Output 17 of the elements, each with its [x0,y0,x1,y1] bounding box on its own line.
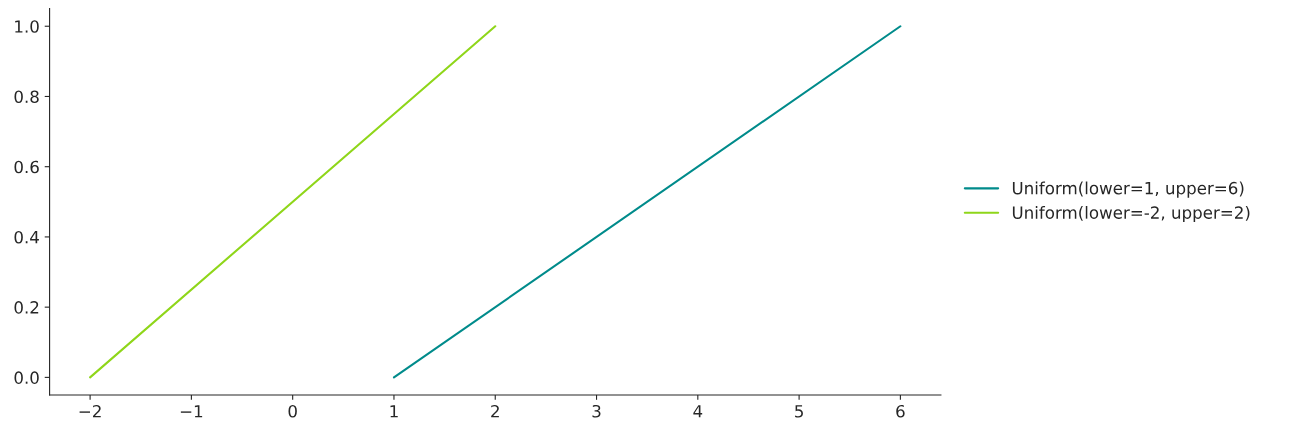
x-tick-label: 0 [288,404,297,418]
y-tick-label: 0.8 [14,90,39,104]
x-tick-label: −1 [180,405,203,418]
y-tick-label: 0.2 [14,301,39,314]
y-tick-label: 0.0 [14,371,39,384]
y-tick-label: 0.6 [14,160,39,174]
y-tick-label: 0.4 [14,230,39,244]
x-tick-label: 5 [795,405,803,418]
x-tick-label: −2 [79,404,101,418]
x-tick-label: 4 [693,405,703,418]
y-tick-label: 1.0 [15,20,39,33]
x-tick-label: 2 [491,404,499,418]
x-tick-label: 1 [390,405,398,418]
x-tick-label: 3 [592,404,601,418]
legend-label: Uniform(lower=-2, upper=2) [1012,205,1250,223]
legend-label: Uniform(lower=1, upper=6) [1012,181,1244,198]
x-tick-label: 6 [896,404,905,418]
